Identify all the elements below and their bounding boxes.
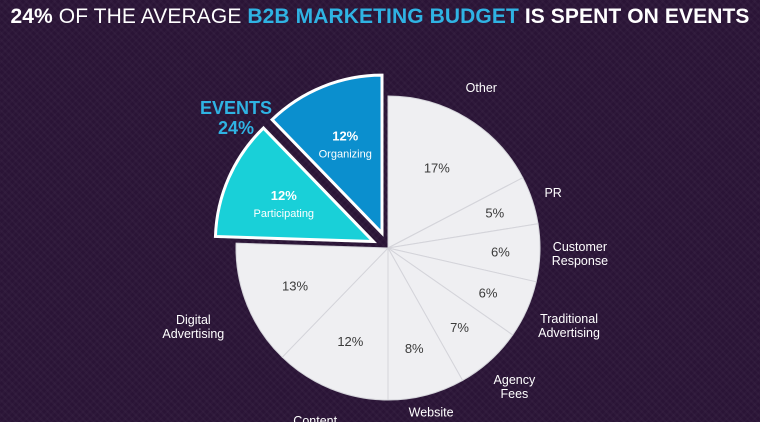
slice-category-label: Digital Advertising [162,313,224,341]
pie-slice-organizing [269,73,384,237]
pie-slice-other [387,95,524,249]
slice-category-label: Agency Fees [494,373,536,401]
pie-slice-content-marketing [281,246,389,401]
slice-category-label: Other [466,81,497,95]
events-callout: EVENTS 24% [200,98,272,138]
pie-slice-digital-advertising [235,242,390,358]
pie-outer-labels: Other PR Customer Response Traditional Advert… [162,81,608,422]
slice-value-label: 8% [405,341,424,356]
title-part-4: IS SPENT ON [518,5,665,28]
slice-value-label: 7% [450,320,469,335]
slice-category-label: PR [544,186,561,200]
title-part-1: 24% [10,5,53,28]
slice-value-label: 13% [282,279,308,294]
slice-value-label: 12% [271,188,297,203]
title-part-5: EVENTS [664,5,750,28]
pie-slices [213,73,541,401]
slice-category-label: Website [409,405,454,419]
title-part-3: B2B MARKETING BUDGET [247,5,519,28]
events-callout-value: 24% [218,118,254,138]
events-callout-label: EVENTS [200,98,272,118]
slice-category-label: Customer Response [552,240,608,268]
pie-slice-participating [213,125,378,244]
slice-value-label: 6% [479,285,498,300]
slice-value-label: 17% [424,160,450,175]
slice-value-label: 12% [332,128,358,143]
slice-category-label: Traditional Advertising [538,312,600,340]
slice-value-label: 6% [491,245,510,260]
slice-category-label: ContentMarketing [288,414,343,422]
chart-title: 24% OF THE AVERAGE B2B MARKETING BUDGET … [0,5,760,29]
pie-percent-labels: 17% 5% 6% 6% 7% 8% 12% 13% 12% Participating 12% Or… [254,128,511,356]
slice-name-label: Organizing [319,148,372,160]
title-part-2: OF THE AVERAGE [52,5,248,28]
slice-value-label: 5% [485,206,504,221]
slice-name-label: Participating [254,208,315,220]
slice-value-label: 12% [337,334,363,349]
